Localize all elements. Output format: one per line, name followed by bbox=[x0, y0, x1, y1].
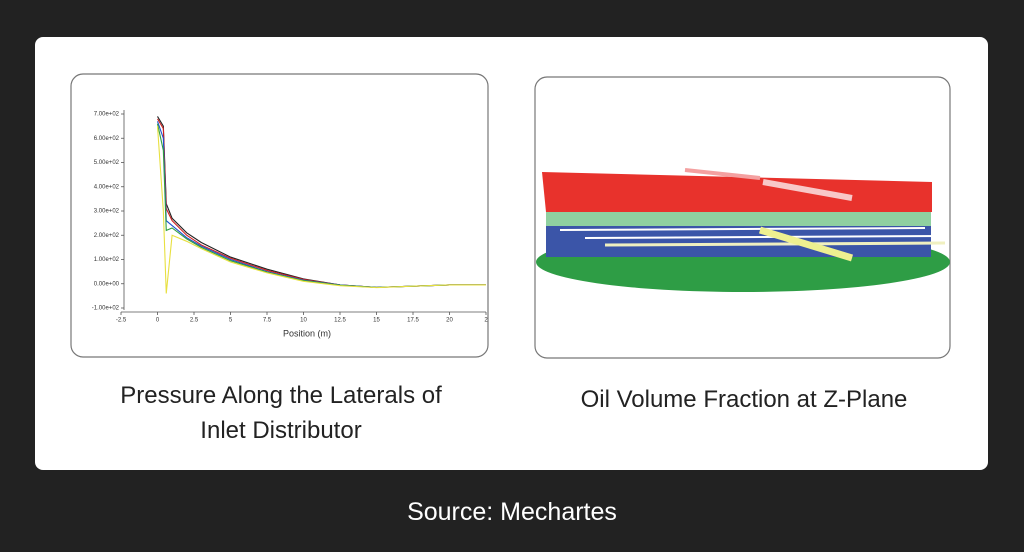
x-axis-label: Position (m) bbox=[283, 328, 331, 338]
source: Source: Mechartes bbox=[407, 498, 617, 526]
y-tick-label: 4.00e+02 bbox=[94, 184, 120, 190]
pipe bbox=[684, 168, 761, 180]
y-tick-label: 6.00e+02 bbox=[94, 136, 120, 142]
mixed-layer bbox=[546, 212, 931, 226]
y-tick-label: -1.00e+02 bbox=[92, 306, 120, 312]
pipe bbox=[758, 226, 854, 262]
simulation-image bbox=[536, 168, 950, 292]
x-tick-label: -2.5 bbox=[116, 318, 127, 324]
x-tick-label: 15 bbox=[373, 318, 380, 324]
red-layer bbox=[542, 172, 932, 212]
caption: Pressure Along the Laterals of bbox=[120, 382, 442, 409]
x-tick-label: 10 bbox=[300, 318, 307, 324]
y-tick-label: 0.00e+00 bbox=[94, 281, 120, 287]
pipe bbox=[762, 179, 853, 201]
y-tick-label: 2.00e+02 bbox=[94, 233, 120, 239]
x-tick-label: 0 bbox=[156, 318, 160, 324]
chart-panel bbox=[70, 73, 489, 358]
lateral bbox=[559, 227, 926, 231]
x-tick-label: 20 bbox=[446, 318, 453, 324]
x-tick-label: 12.5 bbox=[334, 318, 346, 324]
y-tick-label: 7.00e+02 bbox=[94, 112, 120, 118]
x-tick-label: 2.5 bbox=[190, 318, 199, 324]
x-tick-label: 17.5 bbox=[407, 318, 419, 324]
x-tick-label: 5 bbox=[229, 318, 233, 324]
plot: -1.00e+02 0.00e+00 1.00e+02 2.00e+02 3.00e+0… bbox=[92, 110, 488, 324]
caption: Inlet Distributor bbox=[200, 417, 361, 444]
series-line bbox=[156, 126, 486, 294]
y-tick-label: 3.00e+02 bbox=[94, 209, 120, 215]
lateral bbox=[604, 241, 946, 247]
lateral bbox=[584, 235, 946, 239]
caption: Oil Volume Fraction at Z-Plane bbox=[581, 386, 908, 413]
x-tick-label: 7.5 bbox=[263, 318, 272, 324]
x-tick-label: 2 bbox=[484, 318, 488, 324]
y-tick-label: 5.00e+02 bbox=[94, 160, 120, 166]
y-tick-label: 1.00e+02 bbox=[94, 257, 120, 263]
